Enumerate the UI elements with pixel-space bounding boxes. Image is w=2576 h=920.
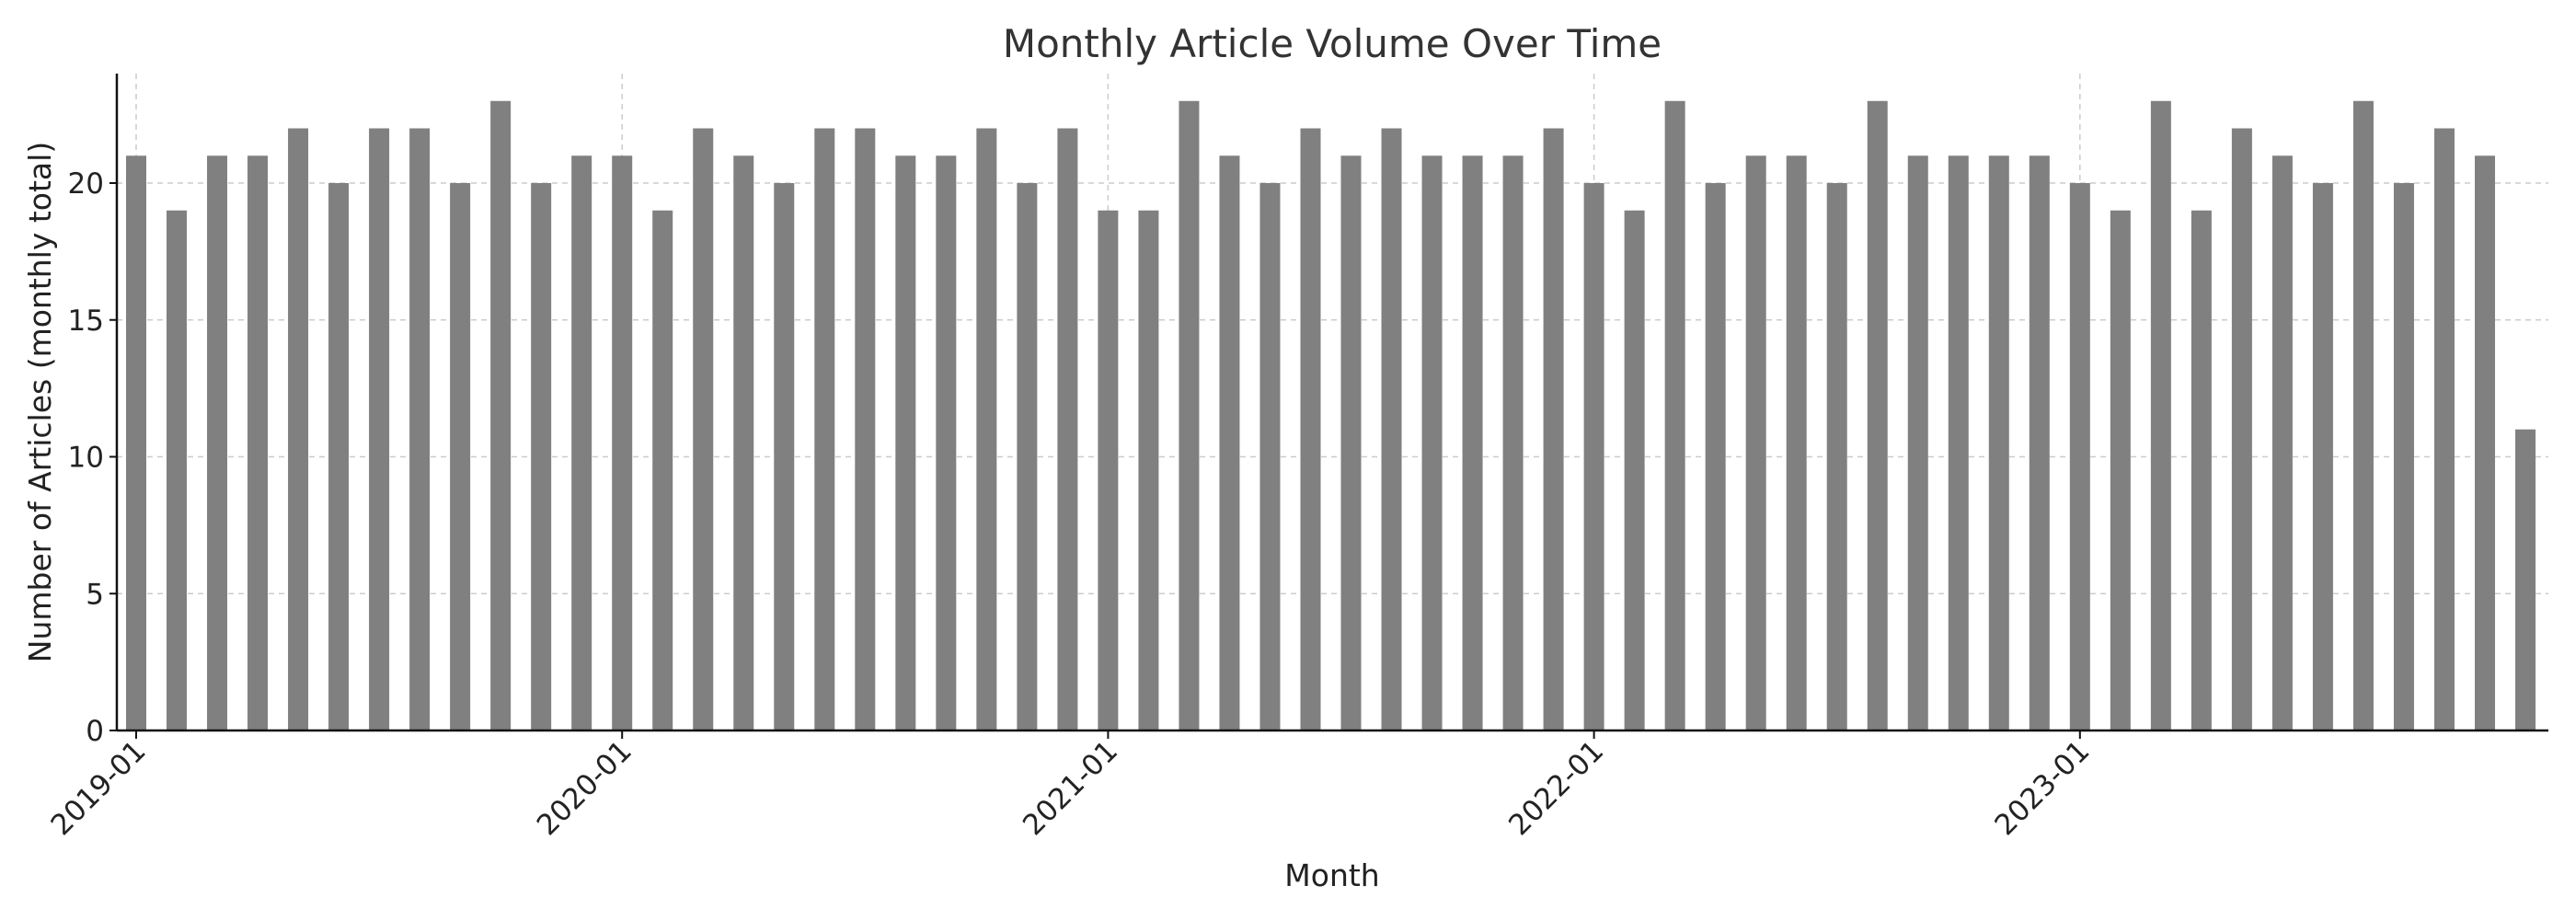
y-tick-label: 10 [68,442,104,475]
bar-2021-09 [1421,155,1443,730]
bar-2022-02 [1624,210,1645,730]
bar-2023-04 [2191,210,2212,730]
bar-2019-04 [247,155,269,730]
bar-2023-01 [2069,183,2090,730]
bar-2020-02 [652,210,673,730]
chart-title: Monthly Article Volume Over Time [1003,21,1662,66]
bar-2023-07 [2312,183,2333,730]
grid-lines [117,74,2548,730]
x-ticks: 2019-01 2020-01 2021-01 2022-01 2023-01 [45,730,2096,842]
bar-2020-01 [612,155,633,730]
bar-2019-09 [450,183,471,730]
bar-2019-07 [369,128,390,730]
bar-2021-04 [1219,155,1240,730]
bar-2022-07 [1826,183,1847,730]
bar-2020-10 [976,128,997,730]
bar-2019-05 [288,128,309,730]
bar-2023-12 [2515,429,2536,730]
bar-2021-12 [1543,128,1564,730]
bar-2021-02 [1138,210,1159,730]
y-axis-title: Number of Articles (monthly total) [22,142,58,662]
x-axis-title: Month [1284,857,1379,893]
bar-2022-10 [1948,155,1969,730]
bar-2021-01 [1098,210,1119,730]
bar-2021-05 [1259,183,1281,730]
bar-2019-10 [490,100,512,730]
bar-2023-10 [2433,128,2455,730]
bar-2023-03 [2150,100,2171,730]
bar-2023-02 [2110,210,2131,730]
x-tick-label: 2019-01 [45,734,153,842]
x-tick-label: 2023-01 [1988,734,2096,842]
y-tick-label: 0 [86,715,104,748]
bar-2020-03 [693,128,714,730]
bar-2020-06 [814,128,835,730]
y-tick-label: 5 [86,578,104,611]
bar-2023-09 [2393,183,2414,730]
bar-2019-12 [571,155,592,730]
bar-2019-11 [531,183,552,730]
bar-2021-03 [1179,100,1200,730]
bar-2021-07 [1340,155,1362,730]
bar-2020-12 [1057,128,1078,730]
bar-2023-06 [2271,155,2293,730]
x-tick-label: 2021-01 [1017,734,1124,842]
bar-2020-09 [936,155,957,730]
bar-2022-09 [1907,155,1928,730]
bar-2019-03 [207,155,228,730]
bar-2022-08 [1867,100,1888,730]
bar-2022-05 [1745,155,1766,730]
bar-2021-08 [1381,128,1402,730]
bars [126,100,2536,730]
bar-2021-11 [1502,155,1524,730]
bar-2022-06 [1786,155,1807,730]
bar-2022-12 [2029,155,2050,730]
bar-2021-10 [1462,155,1483,730]
bar-2022-04 [1705,183,1726,730]
x-tick-label: 2022-01 [1502,734,1610,842]
bar-2023-05 [2231,128,2252,730]
bar-2020-05 [774,183,795,730]
y-tick-label: 15 [68,305,104,338]
y-ticks: 0 5 10 15 20 [68,167,117,748]
x-tick-label: 2020-01 [531,734,638,842]
bar-2019-08 [409,128,431,730]
bar-2020-11 [1017,183,1038,730]
y-tick-label: 20 [68,167,104,201]
bar-2019-02 [167,210,188,730]
bar-2020-07 [855,128,876,730]
bar-2020-08 [895,155,916,730]
bar-2021-06 [1300,128,1321,730]
bar-2020-04 [733,155,754,730]
bar-2019-01 [126,155,146,730]
bar-2022-11 [1988,155,2009,730]
bar-2023-08 [2352,100,2374,730]
axes [115,74,2548,732]
bar-2022-03 [1664,100,1685,730]
bar-2023-11 [2474,155,2495,730]
bar-2019-06 [328,183,350,730]
bar-2022-01 [1583,183,1604,730]
